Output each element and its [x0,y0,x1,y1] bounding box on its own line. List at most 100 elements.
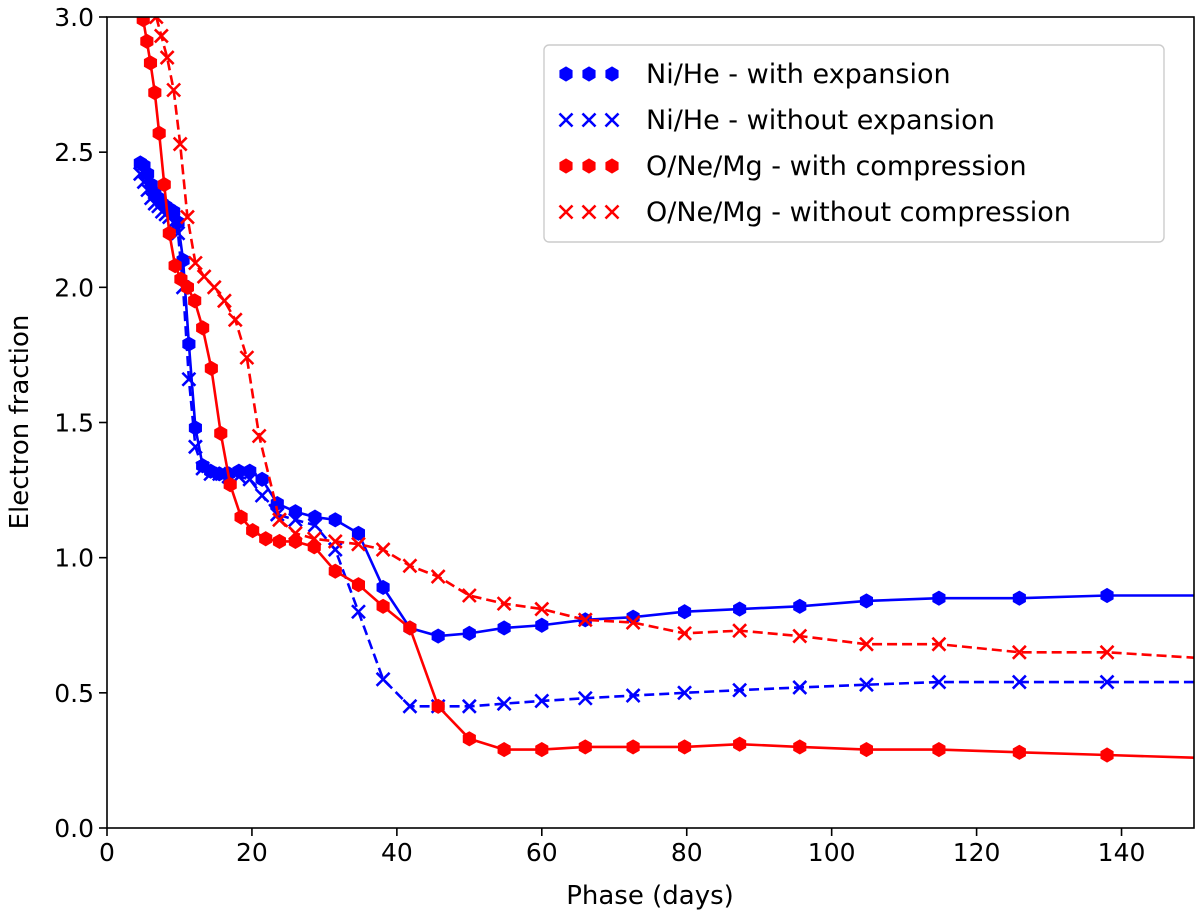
data-point [461,588,477,603]
legend-marker [558,112,574,128]
y-tick-label: 3.0 [54,3,94,32]
series-layer [132,17,1194,763]
data-point [732,682,748,698]
legend-entry: Ni/He - with expansion [559,59,951,90]
x-tick-label: 80 [671,838,703,867]
legend-marker [581,204,597,220]
data-point [931,636,947,652]
data-point [140,182,156,198]
data-point [732,623,748,639]
data-point [216,293,232,309]
data-point [327,534,343,549]
data-point [534,601,550,617]
data-point [375,542,391,557]
y-axis-label: Electron fraction [5,315,35,530]
data-point [932,590,946,606]
data-point [859,677,874,693]
data-point [148,17,164,25]
data-point [461,698,477,714]
data-point [625,615,641,630]
x-tick-label: 60 [526,838,558,867]
data-point [214,425,228,441]
data-point [497,620,511,636]
data-point [859,636,874,652]
data-point [535,617,549,633]
data-point [430,569,446,585]
legend-marker [605,66,619,82]
data-point [375,671,391,687]
data-point [932,742,946,758]
legend-marker [604,112,620,128]
data-point [351,577,366,593]
legend-label: Ni/He - with expansion [646,59,951,90]
data-point [402,698,418,714]
x-tick-label: 0 [99,838,115,867]
data-point [1099,644,1115,660]
data-point [431,628,445,644]
data-point [227,312,243,328]
data-point [403,620,417,636]
data-point [462,731,476,747]
data-point [859,593,874,609]
data-point [166,82,182,98]
data-point [793,739,807,755]
data-point [162,225,176,241]
series-3 [148,17,1194,660]
data-point [1100,747,1114,763]
data-point [496,596,512,612]
data-point [148,85,162,101]
data-point [677,625,692,641]
y-tick-label: 2.0 [54,273,94,302]
series-line [155,17,1194,659]
data-point [181,371,197,387]
data-point [287,525,303,541]
data-point [206,279,222,295]
data-point [577,612,593,628]
legend-marker [605,158,619,174]
data-point [1011,644,1027,660]
data-point [136,17,150,28]
data-point [251,428,267,444]
data-point [223,477,237,493]
data-point [625,688,641,703]
x-axis-label: Phase (days) [566,881,734,911]
data-point [931,674,947,690]
data-point [188,293,202,309]
data-point [272,512,287,528]
x-tick-label: 100 [808,838,856,867]
data-point [535,742,549,758]
data-point [678,604,692,620]
data-point [328,563,342,579]
data-point [180,209,195,225]
data-point [431,698,445,714]
data-point [1012,744,1026,760]
x-tick-label: 120 [953,838,1001,867]
data-point [157,177,171,193]
data-point [462,625,476,641]
data-point [859,742,874,758]
data-point [159,50,175,65]
legend-marker [559,158,573,174]
data-point [255,471,269,487]
data-point [792,628,808,644]
legend-marker [582,66,596,82]
data-point [733,736,747,752]
data-point [376,598,390,614]
data-point [195,461,211,476]
legend-marker [559,66,573,82]
data-point [306,531,322,547]
data-point [196,320,210,336]
data-point [152,125,166,141]
y-tick-label: 1.0 [54,544,94,573]
data-point [1012,590,1026,606]
data-point [132,166,148,182]
legend-entry: O/Ne/Mg - without compression [558,197,1071,228]
data-point [534,693,550,709]
y-tick-label: 2.5 [54,138,94,167]
data-point [182,336,196,352]
data-point [733,601,747,617]
data-point [136,174,152,190]
data-point [287,512,303,528]
y-tick-label: 1.5 [54,409,94,438]
data-point [792,680,808,695]
